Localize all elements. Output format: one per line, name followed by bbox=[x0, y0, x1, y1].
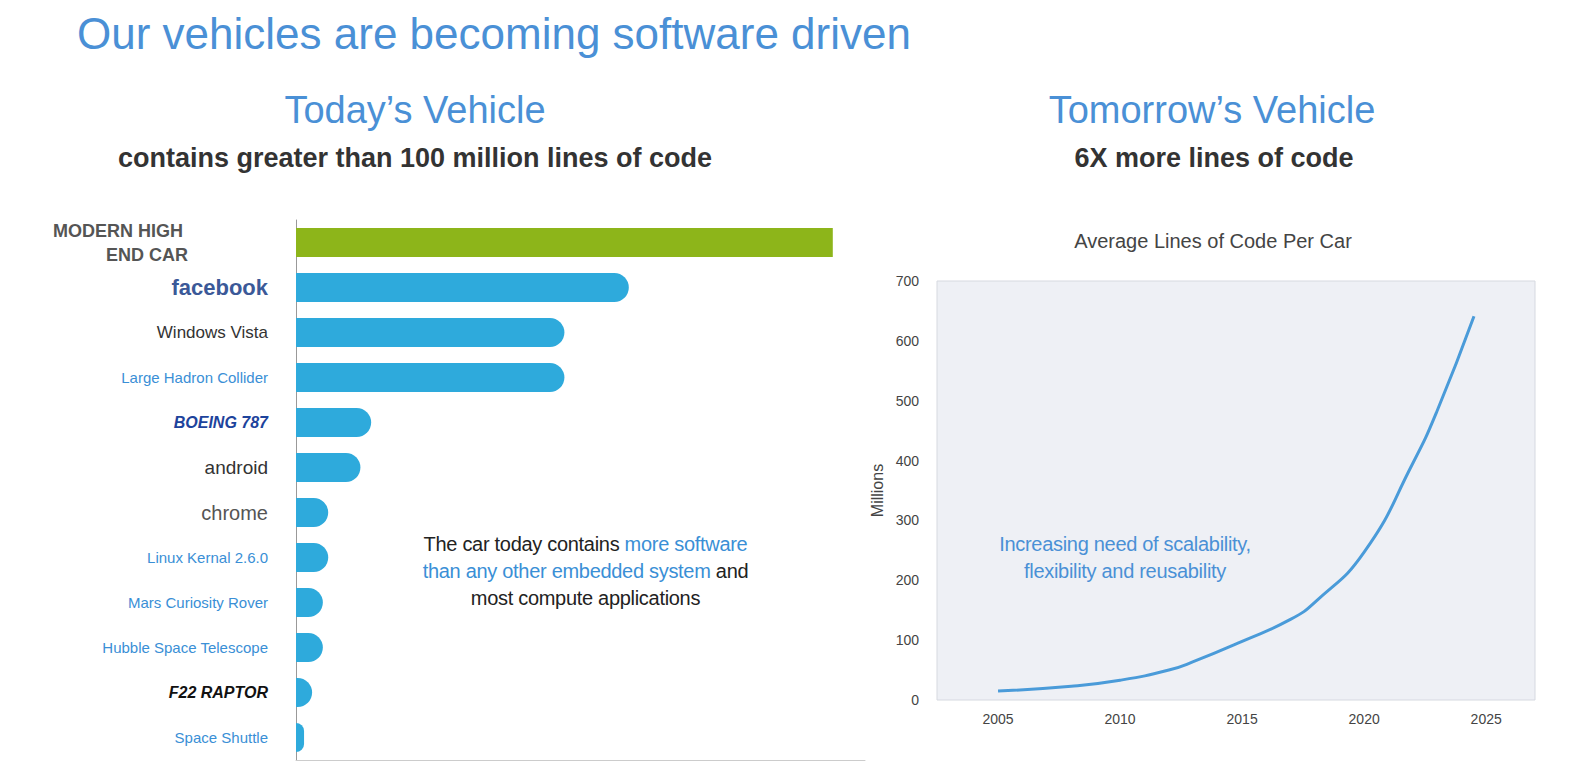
svg-text:200: 200 bbox=[896, 572, 920, 588]
svg-text:chrome: chrome bbox=[201, 502, 268, 524]
svg-text:2010: 2010 bbox=[1104, 711, 1135, 727]
svg-text:END CAR: END CAR bbox=[106, 245, 188, 265]
svg-text:Linux Kernal 2.6.0: Linux Kernal 2.6.0 bbox=[147, 549, 268, 566]
svg-text:Large Hadron Collider: Large Hadron Collider bbox=[121, 369, 268, 386]
svg-text:contains greater than: contains greater than bbox=[118, 143, 400, 173]
svg-text:Millions: Millions bbox=[869, 464, 886, 517]
svg-text:Today’s Vehicle: Today’s Vehicle bbox=[284, 89, 545, 131]
svg-text:Space Shuttle: Space Shuttle bbox=[175, 729, 268, 746]
svg-text:2020: 2020 bbox=[1349, 711, 1380, 727]
svg-text:700: 700 bbox=[896, 273, 920, 289]
svg-text:Hubble Space Telescope: Hubble Space Telescope bbox=[102, 639, 268, 656]
svg-text:300: 300 bbox=[896, 512, 920, 528]
svg-text:Average Lines of Code Per Car: Average Lines of Code Per Car bbox=[1074, 230, 1352, 252]
svg-text:Tomorrow’s Vehicle: Tomorrow’s Vehicle bbox=[1049, 89, 1376, 131]
svg-text:6X: 6X bbox=[1074, 143, 1107, 173]
svg-text:2025: 2025 bbox=[1471, 711, 1502, 727]
svg-text:0: 0 bbox=[911, 692, 919, 708]
html-text:The car today contains more so: The car today contains more software tha… bbox=[422, 533, 749, 609]
svg-text:2015: 2015 bbox=[1227, 711, 1258, 727]
svg-text:facebook: facebook bbox=[171, 275, 268, 300]
svg-text:MODERN HIGH: MODERN HIGH bbox=[53, 221, 188, 241]
svg-text:more lines of code: more lines of code bbox=[1107, 143, 1353, 173]
svg-text:lines of code: lines of code bbox=[540, 143, 713, 173]
svg-text:100: 100 bbox=[896, 632, 920, 648]
html-text:Increasing need of scalability: Increasing need of scalability, flexibil… bbox=[999, 533, 1251, 582]
svg-text:500: 500 bbox=[896, 393, 920, 409]
svg-text:100 million: 100 million bbox=[400, 143, 540, 173]
svg-text:Our vehicles are becoming soft: Our vehicles are becoming software drive… bbox=[77, 9, 911, 58]
svg-text:F22 RAPTOR: F22 RAPTOR bbox=[169, 684, 269, 701]
svg-text:400: 400 bbox=[896, 453, 920, 469]
svg-text:Windows Vista: Windows Vista bbox=[157, 323, 269, 342]
svg-text:600: 600 bbox=[896, 333, 920, 349]
svg-text:2005: 2005 bbox=[982, 711, 1013, 727]
svg-text:android: android bbox=[205, 457, 268, 478]
svg-text:BOEING 787: BOEING 787 bbox=[174, 414, 269, 431]
svg-text:Mars Curiosity Rover: Mars Curiosity Rover bbox=[128, 594, 268, 611]
